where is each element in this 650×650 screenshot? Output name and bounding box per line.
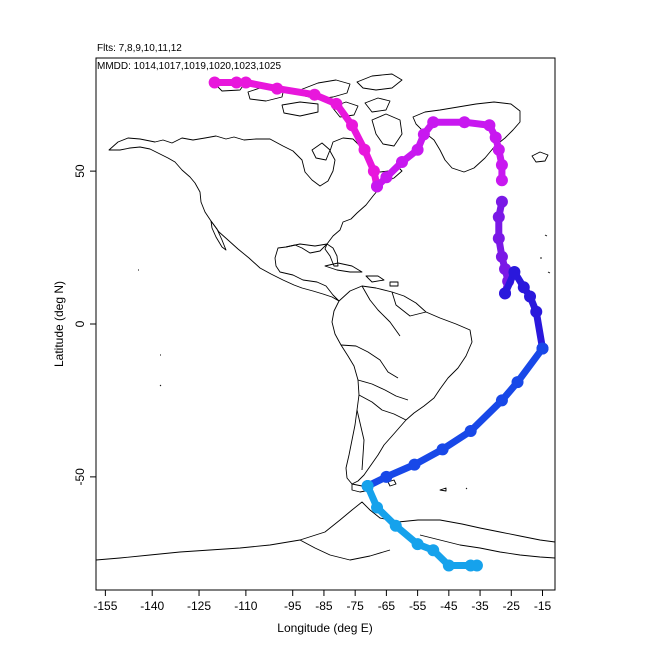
flight-leg-5-point bbox=[436, 443, 449, 456]
flight-leg-6-point bbox=[411, 538, 424, 551]
flight-leg-5-point bbox=[464, 425, 477, 438]
x-tick-label: -75 bbox=[346, 599, 364, 613]
x-axis: -155 -140 -125 -110 -95 -85 -75 -65 -55 -45 -35 -25… bbox=[93, 590, 552, 613]
flight-leg-2-point bbox=[411, 143, 424, 156]
flight-leg-1-point bbox=[367, 165, 380, 178]
flight-leg-2-point bbox=[489, 131, 502, 144]
flight-leg-6-point bbox=[470, 559, 483, 572]
x-tick-label: -15 bbox=[534, 599, 552, 613]
flight-leg-1-point bbox=[230, 76, 243, 89]
dates-label: MMDD: 1014,1017,1019,1020,1023,1025 bbox=[97, 61, 281, 72]
x-tick-label: -55 bbox=[409, 599, 427, 613]
florida-coast bbox=[324, 243, 339, 267]
flight-leg-1-point bbox=[239, 76, 252, 89]
flight-leg-5-point bbox=[495, 394, 508, 407]
x-tick-label: -45 bbox=[440, 599, 458, 613]
flight-leg-2-point bbox=[483, 119, 496, 132]
flight-leg-3-point bbox=[495, 195, 508, 208]
flights-label: Flts: 7,8,9,10,11,12 bbox=[97, 43, 182, 54]
flight-leg-2-point bbox=[371, 180, 384, 193]
x-tick-label: -25 bbox=[503, 599, 521, 613]
baja-coast bbox=[210, 220, 227, 251]
flight-leg-1-point bbox=[308, 88, 321, 101]
x-tick-label: -155 bbox=[93, 599, 117, 613]
flight-leg-4-point bbox=[524, 290, 537, 303]
y-axis: 50 0 -50 bbox=[73, 164, 96, 486]
flight-leg-1-point bbox=[358, 143, 371, 156]
y-tick-label: -50 bbox=[73, 468, 87, 486]
flight-leg-6-point bbox=[371, 501, 384, 514]
x-tick-label: -110 bbox=[234, 599, 257, 613]
flight-leg-4-point bbox=[508, 266, 521, 279]
iceland-coast bbox=[531, 151, 549, 163]
x-tick-label: -140 bbox=[140, 599, 164, 613]
x-tick-label: -85 bbox=[315, 599, 333, 613]
x-tick-label: -35 bbox=[471, 599, 489, 613]
y-axis-label: Latitude (deg N) bbox=[52, 281, 66, 367]
flight-leg-5-point bbox=[511, 376, 524, 389]
flight-leg-2-point bbox=[427, 116, 440, 129]
y-tick-label: 0 bbox=[73, 320, 87, 327]
flight-tracks bbox=[208, 76, 549, 572]
flight-leg-1-point bbox=[208, 76, 221, 89]
flight-leg-2-point bbox=[380, 171, 393, 184]
x-tick-label: -95 bbox=[284, 599, 302, 613]
flight-leg-3-point bbox=[492, 210, 505, 223]
flight-leg-3-point bbox=[499, 262, 512, 275]
flight-leg-6-point bbox=[361, 480, 374, 493]
flight-leg-6-point bbox=[442, 559, 455, 572]
flight-leg-2-point bbox=[495, 174, 508, 187]
flight-leg-5-point bbox=[408, 458, 421, 471]
flight-leg-5-point bbox=[536, 342, 549, 355]
flight-leg-2-point bbox=[495, 159, 508, 172]
cuba-coast bbox=[324, 262, 363, 273]
flight-leg-4-point bbox=[517, 281, 530, 294]
x-tick-label: -125 bbox=[187, 599, 211, 613]
flight-leg-4-point bbox=[499, 287, 512, 300]
flight-leg-2-point bbox=[417, 128, 430, 141]
x-tick-label: -65 bbox=[378, 599, 396, 613]
plot-frame bbox=[95, 57, 556, 591]
flight-leg-1-point bbox=[271, 82, 284, 95]
flight-leg-4-point bbox=[530, 305, 543, 318]
flight-leg-2-point bbox=[396, 155, 408, 168]
y-tick-label: 50 bbox=[73, 164, 87, 178]
flight-leg-6-point bbox=[389, 519, 402, 532]
antarctica-coast bbox=[95, 501, 556, 561]
flight-leg-2-point bbox=[458, 116, 471, 129]
x-axis-label: Longitude (deg E) bbox=[277, 621, 372, 635]
flight-leg-2-point bbox=[492, 143, 505, 156]
flight-leg-5-point bbox=[380, 470, 393, 483]
flight-leg-3-point bbox=[495, 250, 508, 263]
flight-leg-1-point bbox=[346, 119, 359, 132]
flight-leg-1-point bbox=[330, 97, 343, 110]
flight-leg-6-point bbox=[427, 544, 440, 557]
flight-leg-3-point bbox=[492, 232, 505, 245]
